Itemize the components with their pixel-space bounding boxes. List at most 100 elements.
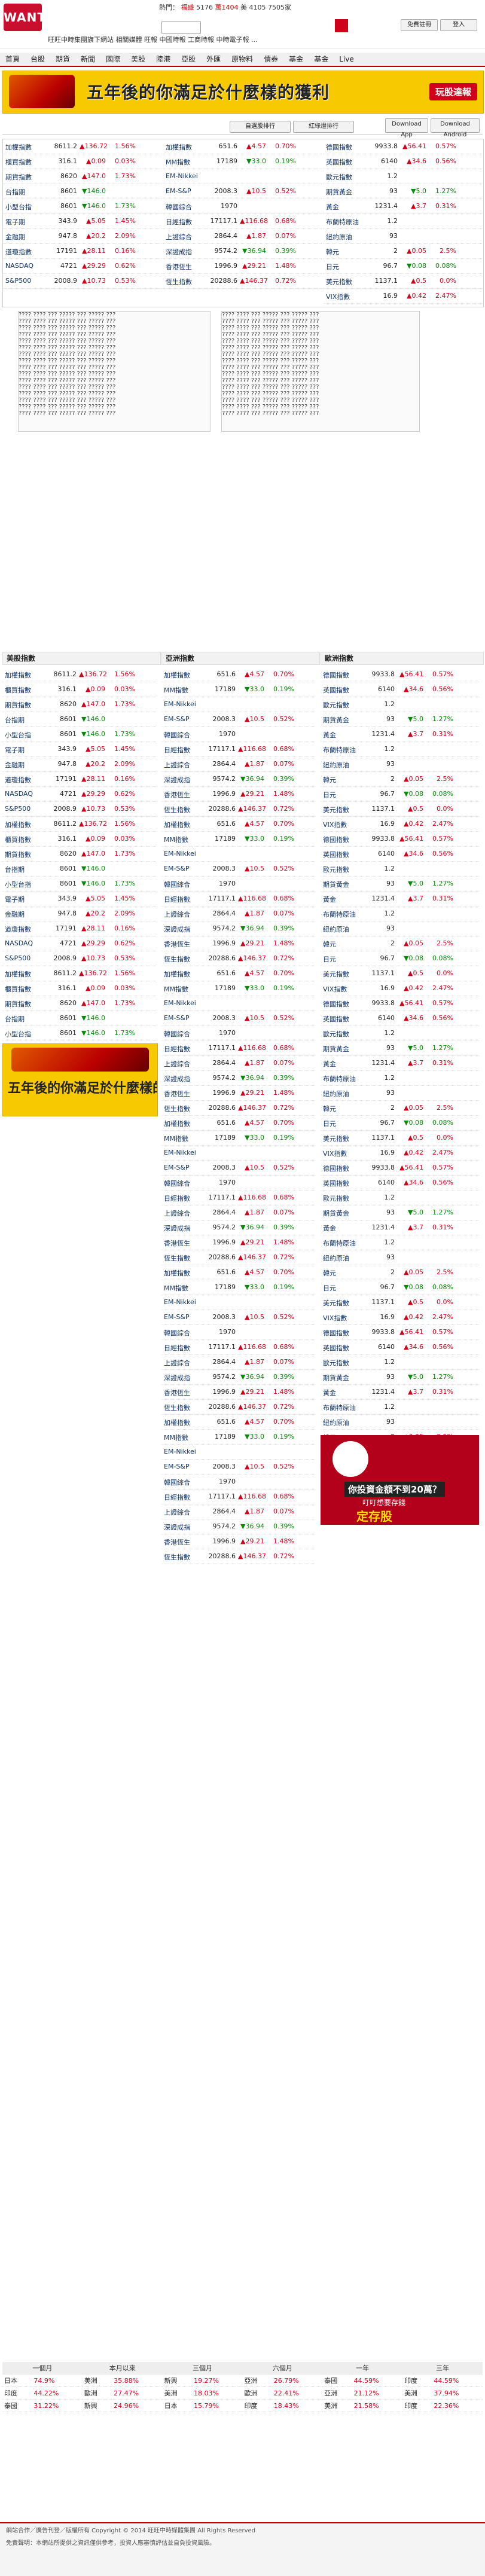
quote-row[interactable]: 德國指數 9933.8 ▲56.41 0.57% xyxy=(321,1325,479,1340)
fund-region[interactable]: 亞洲 xyxy=(322,2386,352,2400)
quote-row[interactable]: 加權指數 651.6 ▲4.57 0.70% xyxy=(161,667,315,682)
quote-row[interactable]: 深證成指 9574.2 ▼36.94 0.39% xyxy=(161,921,315,936)
quote-row[interactable]: 布蘭特原油 1.2 xyxy=(321,1235,479,1250)
quote-row[interactable]: 恆生指數 20288.6 ▲146.37 0.72% xyxy=(161,802,315,817)
fund-col-header[interactable]: 六個月 xyxy=(242,2362,323,2374)
nav-item[interactable]: 外匯 xyxy=(206,55,221,63)
quote-row[interactable]: 美元指數 1137.1 ▲0.5 0.0% xyxy=(321,1131,479,1146)
quote-row[interactable]: 金融期 947.8 ▲20.2 2.09% xyxy=(2,907,156,921)
fund-col-header[interactable]: 三年 xyxy=(402,2362,483,2374)
quote-row[interactable]: 恆生指數 20288.6 ▲146.37 0.72% xyxy=(161,1101,315,1116)
quote-row[interactable]: 英國指數 6140 ▲34.6 0.56% xyxy=(324,154,482,169)
news-thumbnail-right[interactable]: ???? ???? ??? ????? ??? ????? ??????? ??… xyxy=(221,311,420,432)
fund-region[interactable]: 泰國 xyxy=(322,2374,352,2387)
quote-row[interactable]: 德國指數 9933.8 ▲56.41 0.57% xyxy=(321,1161,479,1176)
quote-row[interactable]: 小型台指 8601 ▼146.0 1.73% xyxy=(3,199,161,214)
quote-row[interactable]: 電子期 343.9 ▲5.05 1.45% xyxy=(2,892,156,907)
quote-row[interactable]: 台指期 8601 ▼146.0 xyxy=(2,712,156,727)
quote-row[interactable]: MM指數 17189 ▼33.0 0.19% xyxy=(161,682,315,697)
fund-region[interactable]: 印度 xyxy=(2,2386,32,2400)
fund-region[interactable]: 美洲 xyxy=(402,2386,432,2400)
quote-row[interactable]: 深證成指 9574.2 ▼36.94 0.39% xyxy=(161,1071,315,1086)
quote-row[interactable]: EM-S&P 2008.3 ▲10.5 0.52% xyxy=(161,862,315,877)
quote-row[interactable]: 小型台指 8601 ▼146.0 1.73% xyxy=(2,727,156,742)
quote-row[interactable]: EM-S&P 2008.3 ▲10.5 0.52% xyxy=(161,1161,315,1176)
quote-row[interactable]: 黃金 1231.4 ▲3.7 0.31% xyxy=(321,892,479,907)
quote-row[interactable]: 電子期 343.9 ▲5.05 1.45% xyxy=(3,214,161,229)
quote-row[interactable]: 香港恆生 1996.9 ▲29.21 1.48% xyxy=(161,1385,315,1400)
quote-row[interactable]: 日元 96.7 ▼0.08 0.08% xyxy=(324,259,482,274)
quote-row[interactable]: VIX指數 16.9 ▲0.42 2.47% xyxy=(321,817,479,832)
nav-item[interactable]: Live xyxy=(339,55,354,63)
quote-row[interactable]: 電子期 343.9 ▲5.05 1.45% xyxy=(2,742,156,757)
fund-region[interactable]: 新興 xyxy=(82,2399,112,2412)
fund-region[interactable]: 印度 xyxy=(242,2399,272,2412)
quote-row[interactable]: 恆生指數 20288.6 ▲146.37 0.72% xyxy=(161,1549,315,1564)
quote-row[interactable]: 紐約原油 93 xyxy=(321,1250,479,1265)
quote-row[interactable]: 台指期 8601 ▼146.0 xyxy=(2,1011,156,1026)
quote-row[interactable]: 黃金 1231.4 ▲3.7 0.31% xyxy=(324,199,482,214)
fund-region[interactable]: 新興 xyxy=(162,2374,192,2387)
quote-row[interactable]: 布蘭特原油 1.2 xyxy=(324,214,482,229)
quote-row[interactable]: 深證成指 9574.2 ▼36.94 0.39% xyxy=(161,1370,315,1385)
quote-row[interactable]: 加權指數 651.6 ▲4.57 0.70% xyxy=(161,966,315,981)
quote-row[interactable]: 香港恆生 1996.9 ▲29.21 1.48% xyxy=(163,259,322,274)
quote-row[interactable]: 上證綜合 2864.4 ▲1.87 0.07% xyxy=(161,757,315,772)
quote-row[interactable]: MM指數 17189 ▼33.0 0.19% xyxy=(161,981,315,996)
fund-col-header[interactable]: 一個月 xyxy=(2,2362,83,2374)
quote-row[interactable]: 加權指數 8611.2 ▲136.72 1.56% xyxy=(2,667,156,682)
quote-row[interactable]: 期貨黃金 93 ▼5.0 1.27% xyxy=(324,184,482,199)
quote-row[interactable]: 金融期 947.8 ▲20.2 2.09% xyxy=(3,229,161,244)
fund-col-header[interactable]: 三個月 xyxy=(162,2362,243,2374)
quote-row[interactable]: 櫃買指數 316.1 ▲0.09 0.03% xyxy=(2,682,156,697)
quote-row[interactable]: 布蘭特原油 1.2 xyxy=(321,907,479,921)
quote-row[interactable]: 深證成指 9574.2 ▼36.94 0.39% xyxy=(161,772,315,787)
fund-region[interactable]: 歐洲 xyxy=(242,2386,272,2400)
quote-row[interactable]: 黃金 1231.4 ▲3.7 0.31% xyxy=(321,1056,479,1071)
quote-row[interactable]: 日元 96.7 ▼0.08 0.08% xyxy=(321,1280,479,1295)
quote-row[interactable]: EM-S&P 2008.3 ▲10.5 0.52% xyxy=(161,1460,315,1475)
quote-row[interactable]: 期貨黃金 93 ▼5.0 1.27% xyxy=(321,1041,479,1056)
quote-row[interactable]: 加權指數 651.6 ▲4.57 0.70% xyxy=(161,1415,315,1430)
quote-row[interactable]: 日元 96.7 ▼0.08 0.08% xyxy=(321,787,479,802)
quote-row[interactable]: 韓元 2 ▲0.05 2.5% xyxy=(321,936,479,951)
quote-row[interactable]: VIX指數 16.9 ▲0.42 2.47% xyxy=(321,981,479,996)
news-thumbnail-left[interactable]: ???? ???? ??? ????? ??? ????? ??????? ??… xyxy=(18,311,211,432)
quote-row[interactable]: 期貨指數 8620 ▲147.0 1.73% xyxy=(2,697,156,712)
quote-row[interactable]: 韓元 2 ▲0.05 2.5% xyxy=(321,1265,479,1280)
ticker-item[interactable]: 7505家 xyxy=(268,4,291,11)
quote-row[interactable]: 期貨黃金 93 ▼5.0 1.27% xyxy=(321,1205,479,1220)
quote-row[interactable]: 櫃買指數 316.1 ▲0.09 0.03% xyxy=(2,981,156,996)
quote-row[interactable]: 德國指數 9933.8 ▲56.41 0.57% xyxy=(321,996,479,1011)
quote-row[interactable]: 期貨指數 8620 ▲147.0 1.73% xyxy=(2,996,156,1011)
ad-banner-left[interactable]: 五年後的你滿足於什麼樣的獲利 xyxy=(2,1043,158,1116)
fund-region[interactable]: 日本 xyxy=(162,2399,192,2412)
quote-row[interactable]: MM指數 17189 ▼33.0 0.19% xyxy=(163,154,322,169)
quote-row[interactable]: 歐元指數 1.2 xyxy=(321,1191,479,1205)
quote-row[interactable]: 歐元指數 1.2 xyxy=(321,697,479,712)
ad-banner-top[interactable]: 五年後的你滿足於什麼樣的獲利 玩股達報 xyxy=(2,71,484,114)
fund-region[interactable]: 美洲 xyxy=(322,2399,352,2412)
quote-row[interactable]: 韓國綜合 1970 xyxy=(161,1325,315,1340)
quote-row[interactable]: EM-S&P 2008.3 ▲10.5 0.52% xyxy=(161,1310,315,1325)
quote-row[interactable]: 布蘭特原油 1.2 xyxy=(321,742,479,757)
quote-row[interactable]: 英國指數 6140 ▲34.6 0.56% xyxy=(321,847,479,862)
quote-row[interactable]: 韓國綜合 1970 xyxy=(161,1026,315,1041)
quote-row[interactable]: 加權指數 651.6 ▲4.57 0.70% xyxy=(161,1116,315,1131)
quote-row[interactable]: 道瓊指數 17191 ▲28.11 0.16% xyxy=(2,921,156,936)
quote-row[interactable]: 布蘭特原油 1.2 xyxy=(321,1071,479,1086)
quote-row[interactable]: 紐約原油 93 xyxy=(321,1086,479,1101)
quote-row[interactable]: 加權指數 651.6 ▲4.57 0.70% xyxy=(161,817,315,832)
quote-row[interactable]: 上證綜合 2864.4 ▲1.87 0.07% xyxy=(161,907,315,921)
quote-row[interactable]: 深證成指 9574.2 ▼36.94 0.39% xyxy=(161,1220,315,1235)
quote-row[interactable]: 深證成指 9574.2 ▼36.94 0.39% xyxy=(161,1519,315,1534)
quote-row[interactable]: 道瓊指數 17191 ▲28.11 0.16% xyxy=(3,244,161,259)
fund-region[interactable]: 印度 xyxy=(402,2374,432,2387)
download-app-button[interactable]: Download App xyxy=(385,118,428,138)
ticker-item[interactable]: 萬1404 xyxy=(215,4,239,11)
quote-row[interactable]: EM-Nikkei xyxy=(161,847,315,862)
quote-row[interactable]: 英國指數 6140 ▲34.6 0.56% xyxy=(321,1011,479,1026)
quote-row[interactable]: 香港恆生 1996.9 ▲29.21 1.48% xyxy=(161,936,315,951)
quote-row[interactable]: 櫃買指數 316.1 ▲0.09 0.03% xyxy=(2,832,156,847)
quote-row[interactable]: 英國指數 6140 ▲34.6 0.56% xyxy=(321,682,479,697)
